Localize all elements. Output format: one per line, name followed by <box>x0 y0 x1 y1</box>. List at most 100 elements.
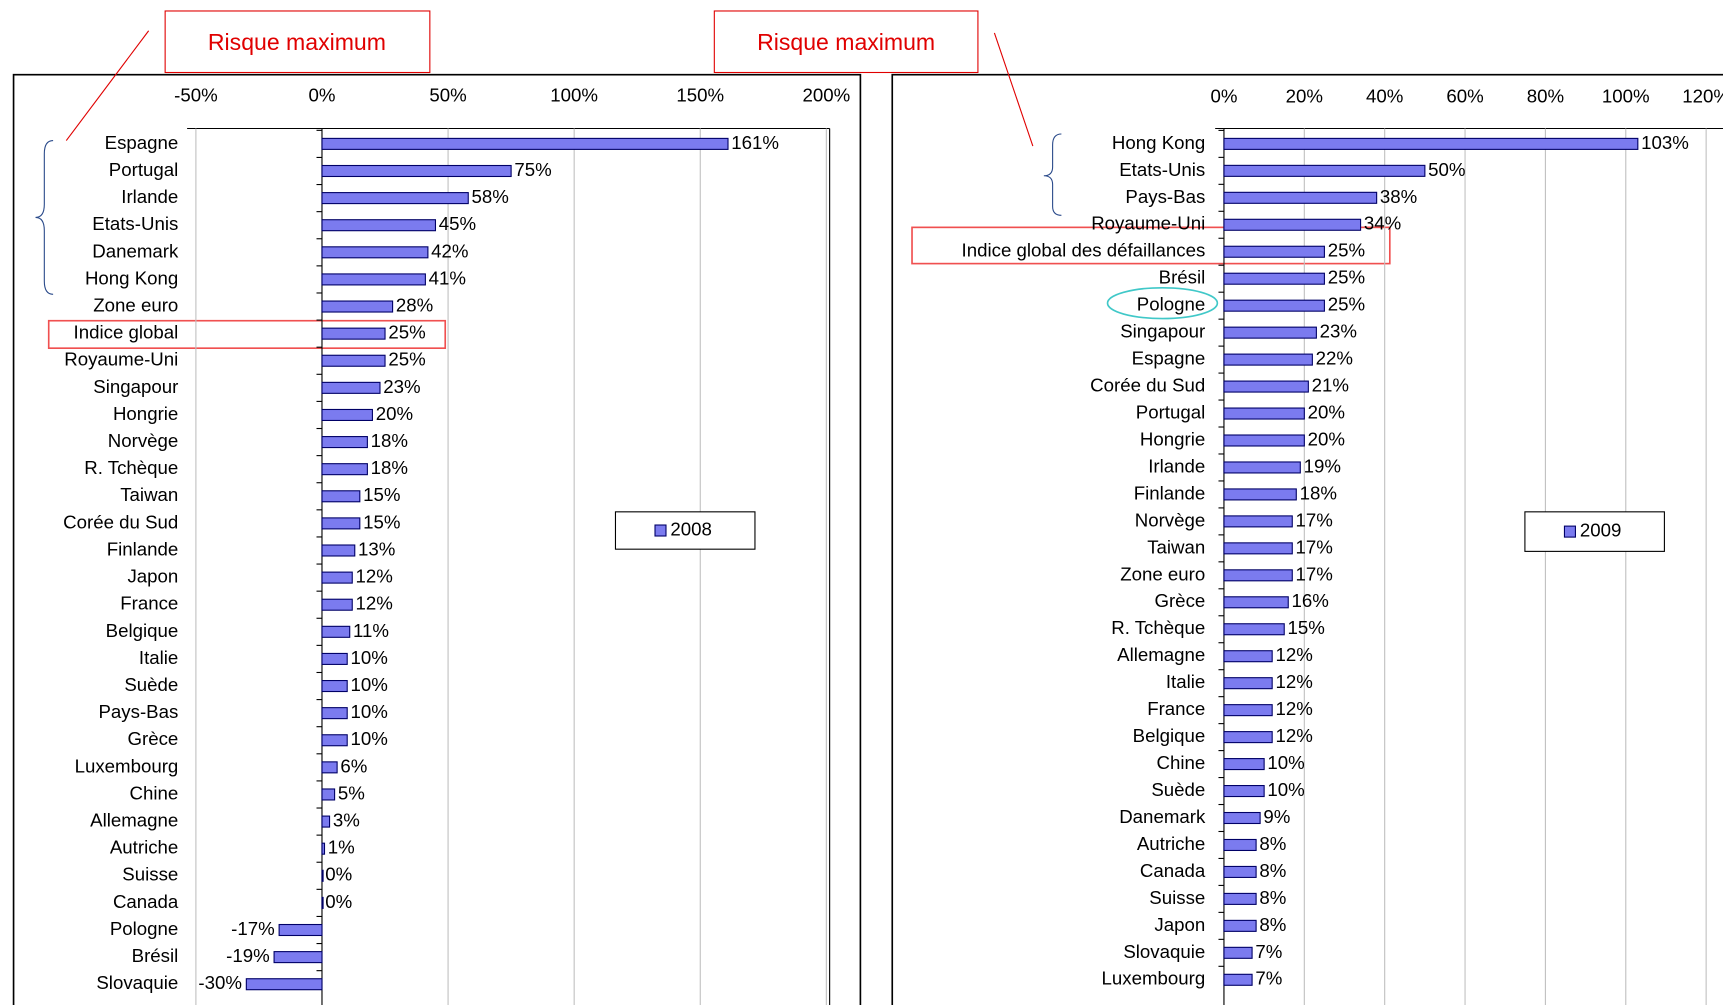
value-label: 11% <box>353 620 389 641</box>
bar <box>321 327 386 340</box>
category-label: France <box>1147 698 1205 719</box>
category-label: Portugal <box>1136 401 1206 422</box>
category-label: Royaume-Uni <box>64 349 178 370</box>
category-label: Allemagne <box>1117 644 1205 665</box>
value-label: 10% <box>350 674 387 695</box>
value-label: 15% <box>363 511 400 532</box>
category-label: Zone euro <box>1120 563 1205 584</box>
value-label: 17% <box>1296 536 1333 557</box>
chart-frame <box>12 73 862 1005</box>
bar <box>1223 731 1273 744</box>
annotation: Risque maximum <box>757 29 935 55</box>
bar <box>321 761 338 774</box>
category-label: Luxembourg <box>1102 968 1206 989</box>
bar <box>1223 542 1293 555</box>
category-label: Hong Kong <box>85 267 178 288</box>
legend-swatch <box>1563 525 1576 538</box>
annotation-box <box>164 10 431 74</box>
value-label: 25% <box>1328 267 1365 288</box>
bar <box>1223 488 1297 501</box>
bar <box>321 137 729 150</box>
value-label: 41% <box>429 267 466 288</box>
bar <box>1223 784 1265 798</box>
category-label: Grèce <box>1154 590 1205 611</box>
value-label: 3% <box>333 810 360 831</box>
category-label: R. Tchèque <box>1111 617 1205 638</box>
category-label: Slovaquie <box>1123 941 1205 962</box>
bar <box>1223 299 1325 312</box>
category-label: Corée du Sud <box>1090 375 1205 396</box>
category-label: Espagne <box>1132 348 1206 369</box>
x-tick-label: 40% <box>1366 86 1403 107</box>
category-label: Indice global <box>74 322 179 343</box>
bar <box>1223 380 1309 393</box>
category-label: Singapour <box>1120 321 1205 342</box>
category-label: Taiwan <box>1147 536 1205 557</box>
bar <box>321 571 353 584</box>
category-label: France <box>120 593 178 614</box>
value-label: 12% <box>356 593 393 614</box>
bar <box>321 679 348 693</box>
x-tick-label: 120% <box>1682 86 1723 107</box>
bar <box>245 978 323 991</box>
highlight-ellipse <box>1106 286 1219 320</box>
x-tick-label: 200% <box>802 85 850 106</box>
x-tick-label: -50% <box>174 85 218 106</box>
bar <box>1223 407 1305 420</box>
category-label: Hongrie <box>1140 428 1205 449</box>
value-label: 161% <box>731 132 779 153</box>
bar <box>321 625 351 638</box>
category-label: R. Tchèque <box>84 457 178 478</box>
bar <box>1223 811 1261 825</box>
bar <box>1223 650 1273 663</box>
value-label: 17% <box>1296 563 1333 584</box>
category-label: Singapour <box>93 376 178 397</box>
category-label: Hong Kong <box>1112 132 1205 153</box>
bar <box>1223 353 1313 366</box>
bar <box>1223 569 1293 582</box>
category-label: Brésil <box>1159 267 1206 288</box>
bar <box>321 544 356 557</box>
value-label: 18% <box>371 457 408 478</box>
category-label: Grèce <box>128 728 179 749</box>
bar <box>321 463 368 476</box>
legend-label: 2009 <box>1580 520 1622 541</box>
value-label: 12% <box>356 566 393 587</box>
value-label: -30% <box>198 972 242 993</box>
category-label: Pays-Bas <box>1125 186 1205 207</box>
value-label: 20% <box>1308 428 1345 449</box>
legend-swatch <box>654 524 667 537</box>
category-label: Norvège <box>108 430 179 451</box>
value-label: 8% <box>1259 887 1286 908</box>
category-label: Brésil <box>132 945 179 966</box>
bar <box>1223 272 1325 285</box>
value-label: 0% <box>325 864 352 885</box>
category-label: Belgique <box>106 620 179 641</box>
value-label: 20% <box>376 403 413 424</box>
bar <box>321 652 348 665</box>
category-label: Suède <box>124 674 178 695</box>
bar <box>1223 326 1317 339</box>
value-label: 45% <box>439 213 476 234</box>
x-tick-label: 50% <box>429 85 466 106</box>
category-label: Belgique <box>1133 725 1206 746</box>
bar <box>1223 919 1257 932</box>
x-tick-label: 150% <box>676 85 724 106</box>
value-label: 7% <box>1255 941 1282 962</box>
value-label: 23% <box>1320 321 1357 342</box>
x-tick-label: 20% <box>1286 86 1323 107</box>
bar <box>1223 461 1301 474</box>
category-label: Zone euro <box>93 294 178 315</box>
bar <box>321 408 373 422</box>
category-label: Slovaquie <box>96 972 178 993</box>
bar <box>1223 677 1273 690</box>
x-tick-label: 100% <box>1602 86 1650 107</box>
bar <box>321 842 326 855</box>
value-label: 25% <box>1328 240 1365 261</box>
value-label: 10% <box>350 647 387 668</box>
bar <box>321 707 348 720</box>
category-label: Pologne <box>110 918 178 939</box>
value-label: 25% <box>388 349 425 370</box>
value-label: 42% <box>431 240 468 261</box>
category-label: Luxembourg <box>75 755 179 776</box>
